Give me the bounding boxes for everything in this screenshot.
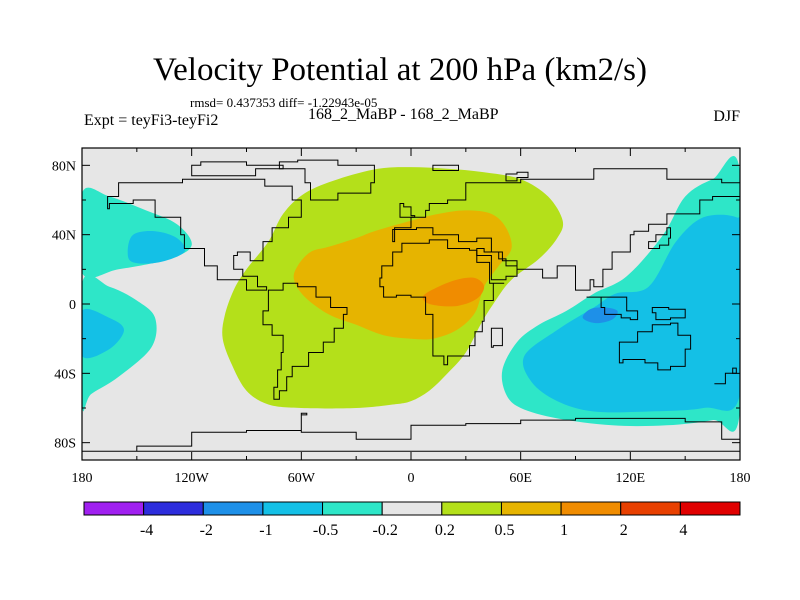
coastline-arctic-islands xyxy=(191,161,284,177)
colorbar-box xyxy=(83,501,145,516)
colorbar-label: -0.5 xyxy=(313,522,338,539)
colorbar-label: 2 xyxy=(620,522,628,539)
coastline-new-zealand xyxy=(714,367,737,385)
y-tick-label: 40S xyxy=(54,367,76,382)
y-tick-label: 0 xyxy=(69,298,76,313)
contour-region-negative-south-pacific xyxy=(82,308,124,359)
coastline-madagascar xyxy=(490,327,503,348)
y-tick-label: 80N xyxy=(52,159,76,174)
x-tick-label: 180 xyxy=(730,471,751,486)
colorbar-box xyxy=(322,501,383,516)
x-tick-label: 0 xyxy=(408,471,415,486)
season-label: DJF xyxy=(713,108,740,125)
stats-label: rmsd= 0.437353 diff= -1.22943e-05 xyxy=(190,95,378,110)
coastline-africa xyxy=(379,239,505,366)
colorbar-box xyxy=(560,501,622,516)
colorbar-label: -4 xyxy=(140,522,153,539)
coastline-eurasia xyxy=(392,168,740,291)
x-tick-label: 120W xyxy=(175,471,210,486)
colorbar-label: 1 xyxy=(560,522,568,539)
case-label: 168_2_MaBP - 168_2_MaBP xyxy=(308,106,499,123)
colorbar-box xyxy=(381,501,443,516)
y-tick-label: 80S xyxy=(54,437,76,452)
colorbar-label: 0.2 xyxy=(435,522,455,539)
x-tick-label: 120E xyxy=(616,471,646,486)
y-tick-label: 40N xyxy=(52,229,76,244)
coastline-south-america xyxy=(262,282,348,400)
map-layers xyxy=(82,155,740,452)
contour-region-negative-max xyxy=(582,307,618,324)
colorbar-label: 0.5 xyxy=(494,522,514,539)
colorbar-box xyxy=(500,501,562,516)
contour-region-positive-mid xyxy=(293,210,512,340)
coastline-indonesia xyxy=(586,296,639,321)
colorbar-label: -0.2 xyxy=(373,522,398,539)
coastline-novaya-zemlya xyxy=(505,171,529,182)
colorbar-box xyxy=(441,501,502,516)
coastline-antarctica xyxy=(82,412,740,452)
colorbar-box xyxy=(620,501,681,516)
coastline-australia xyxy=(618,322,692,371)
experiment-label: Expt = teyFi3-teyFi2 xyxy=(84,112,219,129)
colorbar-label: -2 xyxy=(200,522,213,539)
contour-region-negative-west-pacific xyxy=(127,230,186,264)
coastline-north-america xyxy=(107,178,302,291)
x-tick-label: 180 xyxy=(72,471,93,486)
colorbar-box xyxy=(679,501,741,516)
contour-region-positive-max xyxy=(422,277,485,307)
coastline-british-isles xyxy=(399,203,416,218)
coastline-svalbard xyxy=(432,164,459,171)
chart-title: Velocity Potential at 200 hPa (km2/s) xyxy=(152,52,648,88)
coastline-greenland xyxy=(278,159,375,201)
colorbar-box xyxy=(143,501,204,516)
coastline-new-guinea xyxy=(651,307,686,321)
colorbar-label: 4 xyxy=(679,522,687,539)
colorbar-box xyxy=(262,501,324,516)
colorbar-label: -1 xyxy=(259,522,272,539)
x-tick-label: 60W xyxy=(288,471,316,486)
coastline-japan xyxy=(648,227,671,249)
contour-region-negative-south-pacific-weak xyxy=(82,274,157,412)
colorbar-box xyxy=(202,501,264,516)
x-tick-label: 60E xyxy=(509,471,532,486)
coastline-arabia xyxy=(476,248,518,281)
contour-region-negative-east-pacific xyxy=(522,214,740,413)
